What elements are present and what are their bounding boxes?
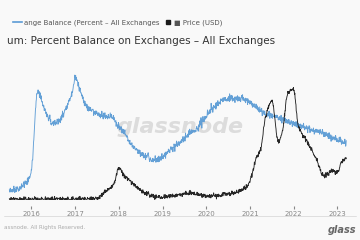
Text: glassnode: glassnode [116, 117, 244, 137]
Text: glass: glass [328, 225, 356, 235]
Legend: ange Balance (Percent – All Exchanges, ■ Price (USD): ange Balance (Percent – All Exchanges, ■… [11, 17, 225, 29]
Text: um: Percent Balance on Exchanges – All Exchanges: um: Percent Balance on Exchanges – All E… [7, 36, 275, 46]
Text: assnode. All Rights Reserved.: assnode. All Rights Reserved. [4, 225, 85, 230]
